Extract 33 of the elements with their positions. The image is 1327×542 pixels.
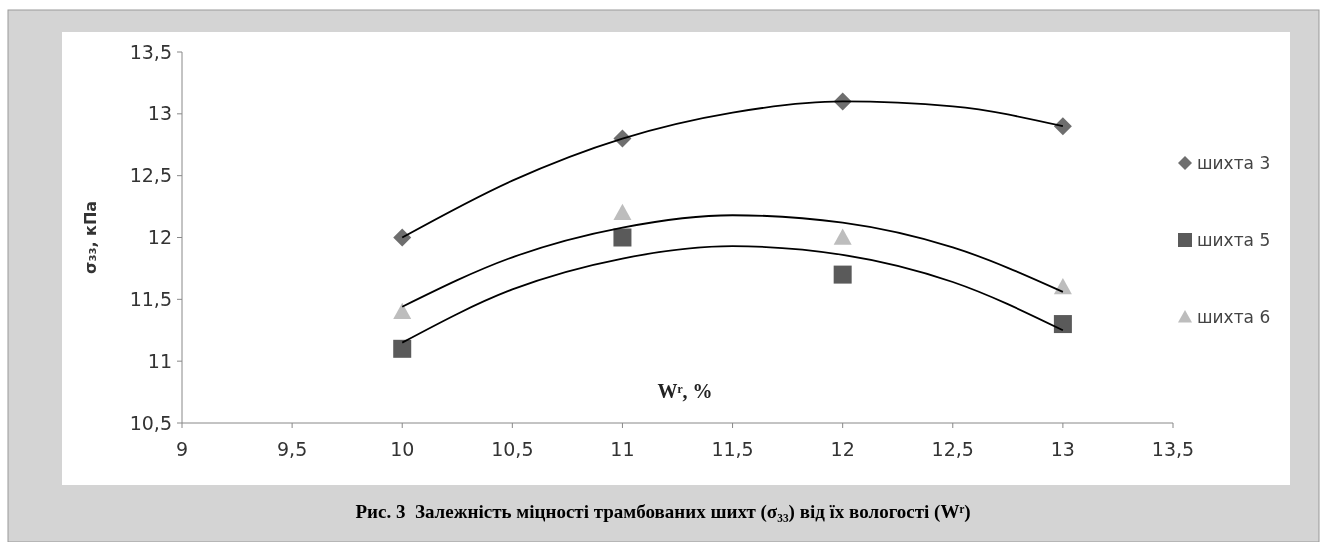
point [833, 265, 852, 284]
legend-label: шихта 6 [1197, 306, 1271, 327]
legend-label: шихта 5 [1197, 229, 1271, 250]
y-tick-label: 12,5 [129, 164, 172, 187]
x-tick-label: 11,5 [711, 438, 754, 460]
x-tick-label: 12,5 [931, 438, 974, 460]
point [1053, 277, 1072, 295]
x-tick-label: 10,5 [491, 438, 534, 460]
x-tick-label: 9,5 [277, 438, 308, 460]
x-tick-label: 13,5 [1151, 438, 1195, 460]
x-tick-label: 10 [390, 438, 415, 460]
point [1053, 315, 1072, 334]
point [393, 339, 412, 358]
y-tick-label: 13 [147, 102, 172, 125]
point [613, 228, 632, 247]
x-tick-label: 13 [1050, 438, 1075, 460]
legend-label: шихта 3 [1197, 152, 1271, 173]
text: Рис. 3 Залежність міцності трамбованих шихт (σ₃₃) від їх вологості (Wʳ) [355, 501, 971, 523]
y-tick-label: 12 [147, 226, 172, 249]
point [613, 203, 632, 220]
y-tick-label: 11,5 [129, 287, 172, 310]
point [833, 228, 852, 245]
x-tick-label: 9 [175, 438, 189, 460]
x-tick-label: 11 [610, 438, 635, 460]
point [393, 302, 412, 319]
point [1053, 117, 1072, 136]
x-tick-label: 12 [830, 438, 855, 460]
point [393, 228, 412, 247]
y-axis-title: σ₃₃, кПа [81, 200, 100, 275]
y-tick-label: 11 [147, 349, 172, 372]
y-tick-label: 10,5 [129, 411, 172, 434]
y-tick-label: 13,5 [129, 40, 172, 63]
x-axis-title: Wʳ, % [657, 380, 713, 402]
